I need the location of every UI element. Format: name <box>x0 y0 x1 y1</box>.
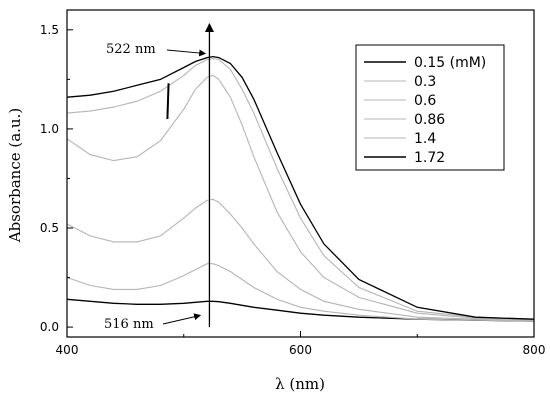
series-line-3 <box>66 74 535 321</box>
y-tick-label-1: 0.5 <box>40 221 59 235</box>
legend-label-4: 1.4 <box>414 131 436 147</box>
series-line-1 <box>66 263 535 322</box>
y-tick-label-2: 1.0 <box>40 122 59 136</box>
legend-label-0: 0.15 (mM) <box>414 55 486 71</box>
legend-label-2: 0.6 <box>414 93 436 109</box>
annotations: 522 nm 516 nm <box>104 22 214 332</box>
x-tick-label-2: 800 <box>523 343 546 357</box>
y-tick-label-3: 1.5 <box>40 23 59 37</box>
y-axis-title: Absorbance (a.u.) <box>6 108 24 243</box>
x-axis-title: λ (nm) <box>275 375 325 393</box>
x-tick-label-0: 400 <box>56 343 79 357</box>
series-line-2 <box>66 198 535 322</box>
annotation-516nm: 516 nm <box>104 317 154 332</box>
legend-label-5: 1.72 <box>414 150 445 166</box>
series-line-5 <box>66 55 535 320</box>
annotation-516nm-arrow <box>162 313 202 325</box>
legend-label-3: 0.86 <box>414 112 445 128</box>
annotation-522nm-arrow <box>166 49 207 57</box>
series-line-0 <box>66 298 535 322</box>
y-tick-label-0: 0.0 <box>40 320 59 334</box>
x-axis: 400 600 800 <box>56 331 546 357</box>
series-lines <box>66 55 535 322</box>
marker-tick <box>166 83 170 120</box>
y-axis: 0.0 0.5 1.0 1.5 <box>40 23 73 334</box>
legend: 0.15 (mM) 0.3 0.6 0.86 1.4 1.72 <box>355 44 505 171</box>
legend-box <box>355 44 505 171</box>
legend-label-1: 0.3 <box>414 74 436 90</box>
series-line-4 <box>66 58 535 320</box>
annotation-522nm: 522 nm <box>106 42 156 57</box>
x-tick-label-1: 600 <box>289 343 312 357</box>
